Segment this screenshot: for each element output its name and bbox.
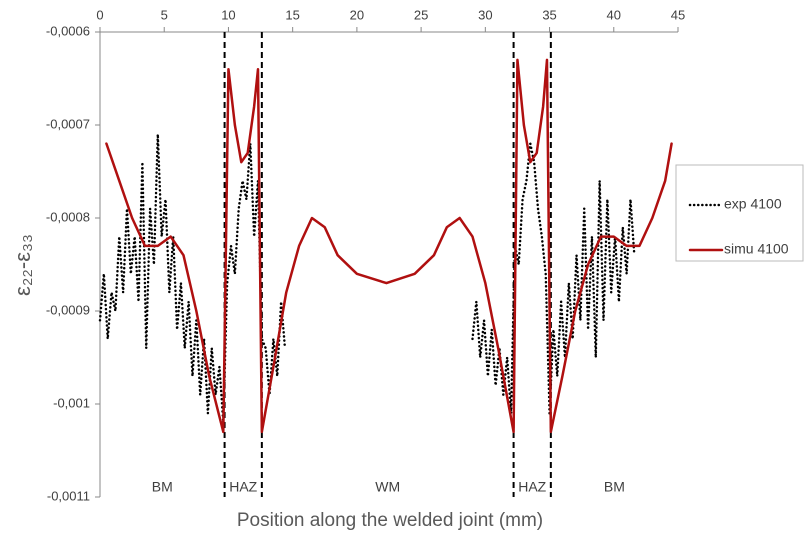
x-tick-label: 45 xyxy=(671,7,685,22)
x-tick-label: 35 xyxy=(542,7,556,22)
region-label: HAZ xyxy=(229,479,257,495)
x-tick-label: 40 xyxy=(607,7,621,22)
x-tick-label: 10 xyxy=(221,7,235,22)
y-tick-label: -0,0011 xyxy=(47,488,90,503)
series-line xyxy=(98,133,636,424)
region-label: BM xyxy=(152,479,173,495)
legend-label: simu 4100 xyxy=(724,241,789,257)
x-axis-title: Position along the welded joint (mm) xyxy=(237,510,543,531)
y-tick-label: -0,0008 xyxy=(46,209,90,224)
x-tick-label: 25 xyxy=(414,7,428,22)
series-line xyxy=(105,58,673,434)
region-label: WM xyxy=(375,479,400,495)
y-tick-label: -0,0009 xyxy=(46,302,90,317)
y-tick-label: -0,0006 xyxy=(46,23,90,38)
x-tick-label: 0 xyxy=(96,7,103,22)
y-tick-label: -0,0007 xyxy=(46,116,90,131)
region-label: BM xyxy=(604,479,625,495)
region-label: HAZ xyxy=(518,479,546,495)
y-axis-title: ε₂₂-ε₃₃ xyxy=(10,234,35,296)
y-tick-label: -0,001 xyxy=(53,395,90,410)
x-tick-label: 5 xyxy=(161,7,168,22)
legend-box xyxy=(675,164,804,262)
x-tick-label: 20 xyxy=(350,7,364,22)
legend-label: exp 4100 xyxy=(724,196,782,212)
x-tick-label: 30 xyxy=(478,7,492,22)
x-tick-label: 15 xyxy=(285,7,299,22)
